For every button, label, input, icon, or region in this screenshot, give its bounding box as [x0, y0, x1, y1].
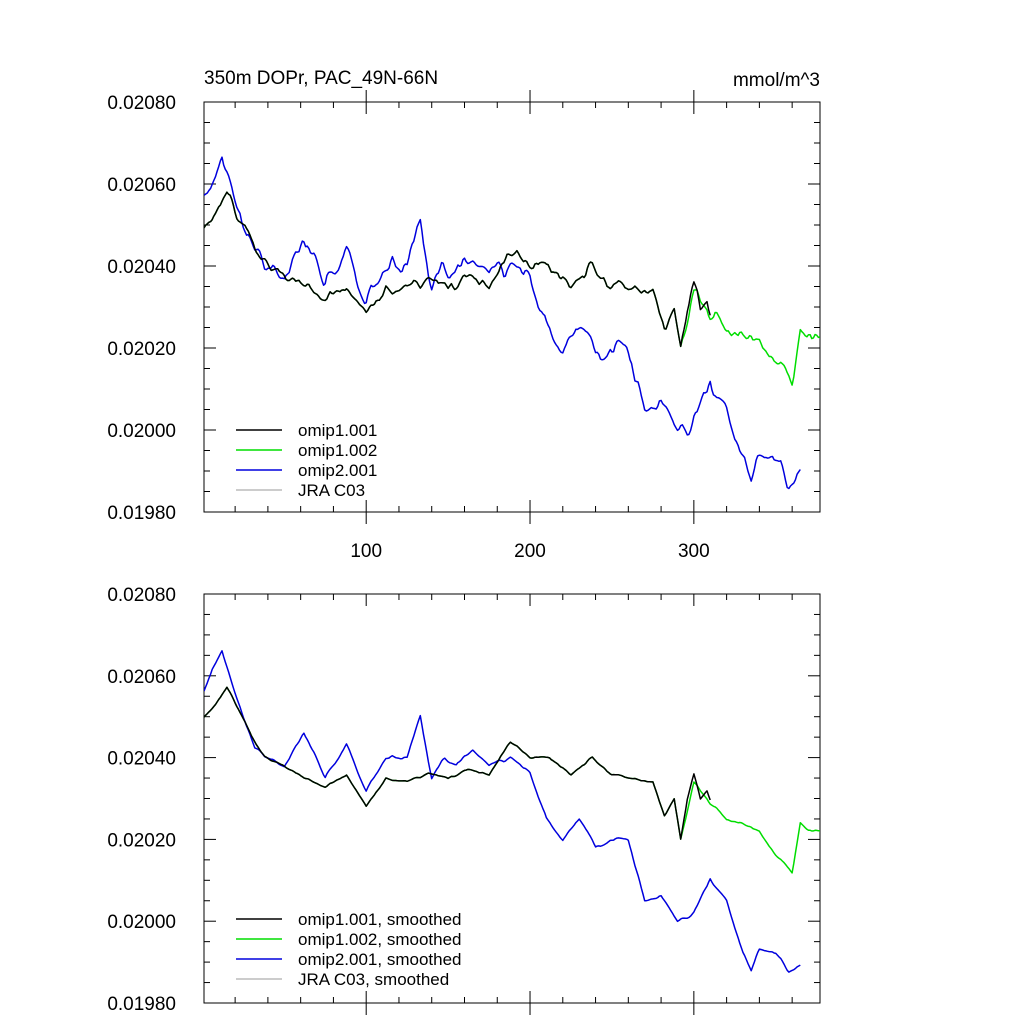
bottom-panel: 0.02080 0.02060 0.02040 0.02020 0.02000 0.019… — [107, 585, 821, 1015]
legend-label-2: omip2.001 — [298, 461, 377, 480]
legend-label-1: omip1.002, smoothed — [298, 930, 462, 949]
legend-label-1: omip1.002 — [298, 441, 377, 460]
units-label: mmol/m^3 — [733, 70, 820, 91]
y-tick-label: 0.02020 — [107, 339, 176, 360]
y-tick-label: 0.02040 — [107, 257, 176, 278]
y-tick-label: 0.02000 — [107, 912, 176, 933]
y-tick-label: 0.02000 — [107, 421, 176, 442]
series-line-2 — [204, 650, 801, 973]
y-tick-label: 0.01980 — [107, 994, 176, 1015]
series-line-0 — [204, 686, 711, 840]
y-tick-label: 0.02020 — [107, 830, 176, 851]
series-line-2 — [204, 156, 801, 490]
y-tick-label: 0.01980 — [107, 503, 176, 524]
y-tick-label: 0.02040 — [107, 749, 176, 770]
y-tick-label: 0.02080 — [107, 585, 176, 606]
chart-title: 350m DOPr, PAC_49N-66N — [204, 68, 438, 89]
legend-label-3: JRA C03, smoothed — [298, 970, 449, 989]
legend-label-0: omip1.001, smoothed — [298, 910, 462, 929]
series-line-0 — [204, 191, 711, 348]
y-tick-label: 0.02060 — [107, 175, 176, 196]
legend-label-2: omip2.001, smoothed — [298, 950, 462, 969]
x-tick-label: 100 — [350, 541, 382, 562]
x-tick-label: 300 — [678, 541, 710, 562]
legend-label-0: omip1.001 — [298, 421, 377, 440]
top-panel: 0.02080 0.02060 0.02040 0.02020 0.02000 0.019… — [107, 90, 821, 562]
y-tick-label: 0.02080 — [107, 93, 176, 114]
y-tick-label: 0.02060 — [107, 667, 176, 688]
x-tick-label: 200 — [514, 541, 546, 562]
legend-label-3: JRA C03 — [298, 481, 365, 500]
